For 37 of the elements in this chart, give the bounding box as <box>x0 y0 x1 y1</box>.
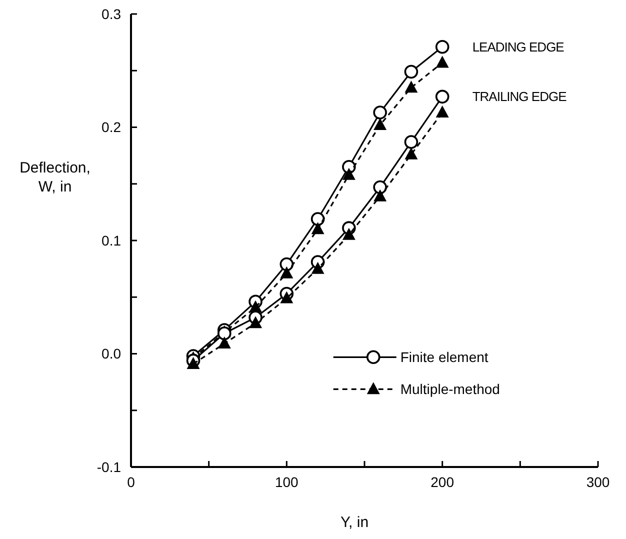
legend-label: Finite element <box>400 349 488 366</box>
point <box>310 212 325 226</box>
y-tick-label: -0.1 <box>96 458 122 475</box>
point <box>436 56 449 68</box>
point <box>435 90 450 104</box>
x-tick-label: 0 <box>127 474 136 490</box>
point <box>186 356 200 369</box>
y-axis-title: Deflection, W, in <box>20 160 90 196</box>
point <box>435 40 450 54</box>
y-tick-label: 0.1 <box>102 232 122 248</box>
y-tick-label: 0.0 <box>102 346 122 362</box>
x-tick-label: 300 <box>586 474 610 490</box>
point <box>436 106 449 118</box>
point <box>404 147 418 160</box>
point <box>311 262 324 274</box>
x-axis-title: Y, in <box>340 514 369 531</box>
point <box>249 316 262 328</box>
point <box>374 118 387 130</box>
point <box>373 106 387 120</box>
point <box>374 189 387 202</box>
point <box>218 336 231 349</box>
point <box>311 222 324 234</box>
legend-label: Multiple-method <box>400 381 500 398</box>
point <box>342 168 356 180</box>
x-tick-label: 100 <box>274 474 299 490</box>
point <box>280 291 294 304</box>
point <box>404 64 418 79</box>
point <box>404 135 418 149</box>
y-tick-label: 0.2 <box>102 119 122 136</box>
point <box>218 326 232 340</box>
point <box>404 80 418 93</box>
x-tick-label: 200 <box>430 474 454 490</box>
point <box>280 266 294 278</box>
y-tick-label: 0.3 <box>102 6 122 22</box>
point <box>342 228 356 240</box>
annotation: LEADING EDGE <box>472 39 565 54</box>
annotation: TRAILING EDGE <box>472 89 568 104</box>
